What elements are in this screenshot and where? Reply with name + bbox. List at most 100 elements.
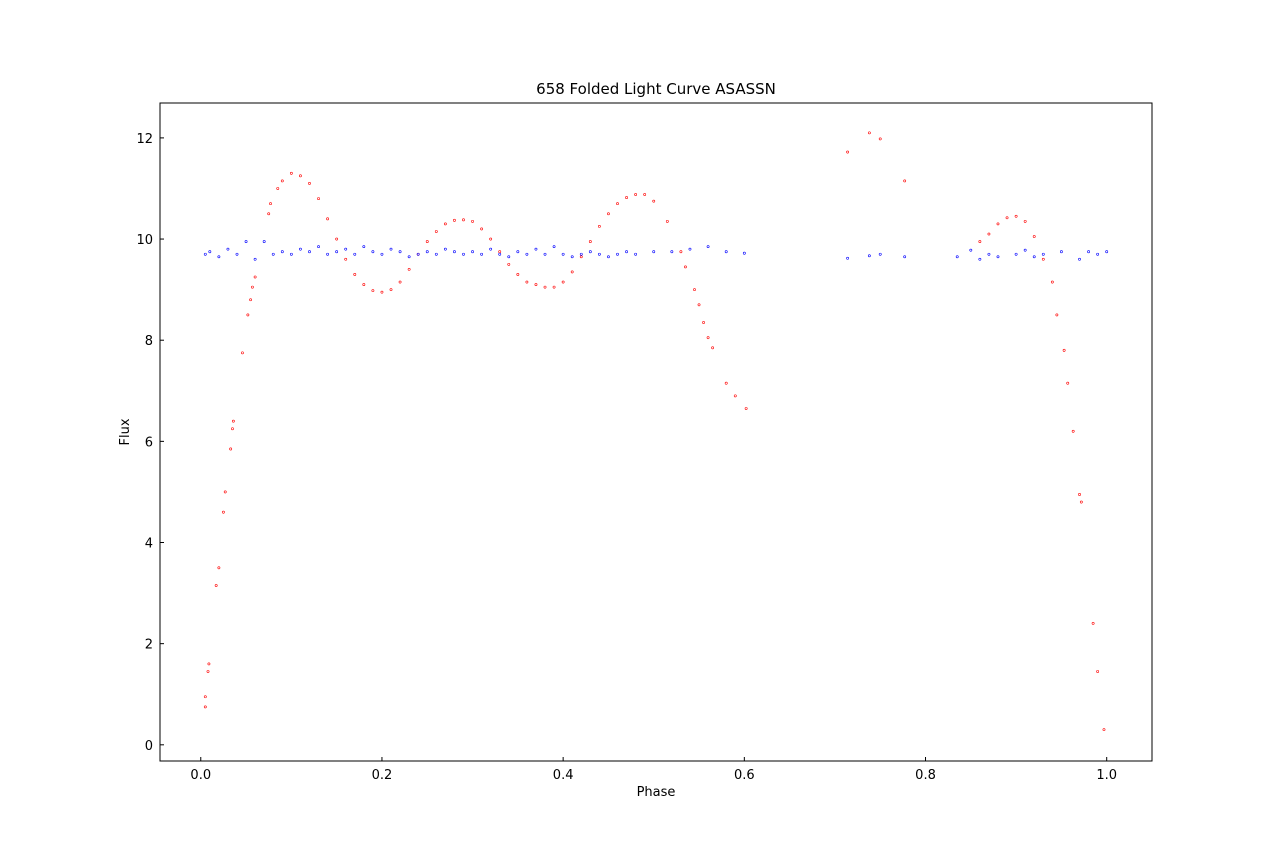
data-point [552,285,556,289]
data-point [507,262,511,266]
data-point [543,252,547,256]
data-point [453,218,456,222]
data-point [223,490,227,494]
data-point [702,321,705,324]
data-point [267,212,271,216]
y-tick-label: 0 [145,739,153,754]
data-point [670,250,674,254]
data-point [289,252,293,256]
data-point [398,280,402,284]
data-point [407,267,411,271]
data-point [253,275,257,279]
data-point [453,250,456,254]
data-point [380,290,384,294]
data-point [217,566,221,570]
data-point [471,250,474,254]
y-tick-label: 12 [136,132,153,147]
data-point [507,255,511,259]
data-point [543,285,547,289]
data-point [1071,429,1075,433]
data-point [955,255,959,259]
data-point [246,313,250,317]
data-point [597,225,601,228]
x-tick-label: 0.6 [734,768,755,783]
data-point [489,237,493,241]
data-point [380,252,384,256]
data-point [688,247,692,251]
data-point [280,179,284,183]
plot-frame [159,102,1153,762]
data-point [679,250,683,254]
data-point [289,171,293,175]
data-point [693,288,696,292]
data-point [480,227,484,231]
data-point [425,240,429,243]
data-point [203,695,207,699]
data-point [516,273,520,276]
data-point [742,251,746,255]
data-point [706,336,710,340]
data-point [878,252,882,256]
data-point [867,254,871,258]
data-point [208,250,212,254]
data-point [1096,670,1100,673]
data-point [597,252,601,256]
data-point [733,394,737,398]
data-point [643,193,647,196]
data-point [249,298,252,302]
x-axis-label: Phase [637,785,676,800]
data-point [665,219,669,223]
data-point [443,222,447,226]
data-point [634,193,638,196]
data-point [903,179,907,183]
data-point [570,255,574,259]
data-point [579,255,583,259]
data-point [552,245,556,249]
data-point [222,510,225,514]
data-point [335,250,339,254]
data-point [1102,728,1106,732]
data-point [744,407,748,410]
data-point [203,252,207,256]
data-point [206,670,210,673]
data-point [987,252,991,256]
data-point [462,218,465,222]
data-point [226,247,230,251]
data-point [570,270,574,274]
x-tick-label: 0.4 [553,768,574,783]
data-point [1079,500,1083,504]
x-tick-label: 0.2 [372,768,393,783]
data-point [525,280,529,284]
data-point [344,257,348,261]
data-point [299,174,302,178]
y-tick-label: 2 [145,638,153,653]
data-point [561,280,565,284]
data-point [317,197,320,200]
data-point [362,283,366,286]
data-point [652,250,656,254]
chart-title: 658 Folded Light Curve ASASSN [536,80,776,98]
data-point [231,427,234,431]
data-point [241,351,244,355]
data-point [244,240,248,243]
data-point [1005,216,1009,220]
data-point [308,182,311,185]
data-point [253,257,257,261]
data-point [616,252,619,256]
data-point [1078,493,1081,496]
data-point [434,252,438,256]
data-point [516,250,520,254]
data-point [235,252,239,256]
data-point [878,137,882,141]
data-point [398,250,402,254]
data-point [1060,250,1063,254]
data-point [684,265,687,269]
data-point [978,240,982,243]
data-point [867,131,871,135]
data-point [1023,219,1027,223]
data-point [1055,313,1059,317]
data-point [262,240,266,243]
data-point [978,257,982,261]
